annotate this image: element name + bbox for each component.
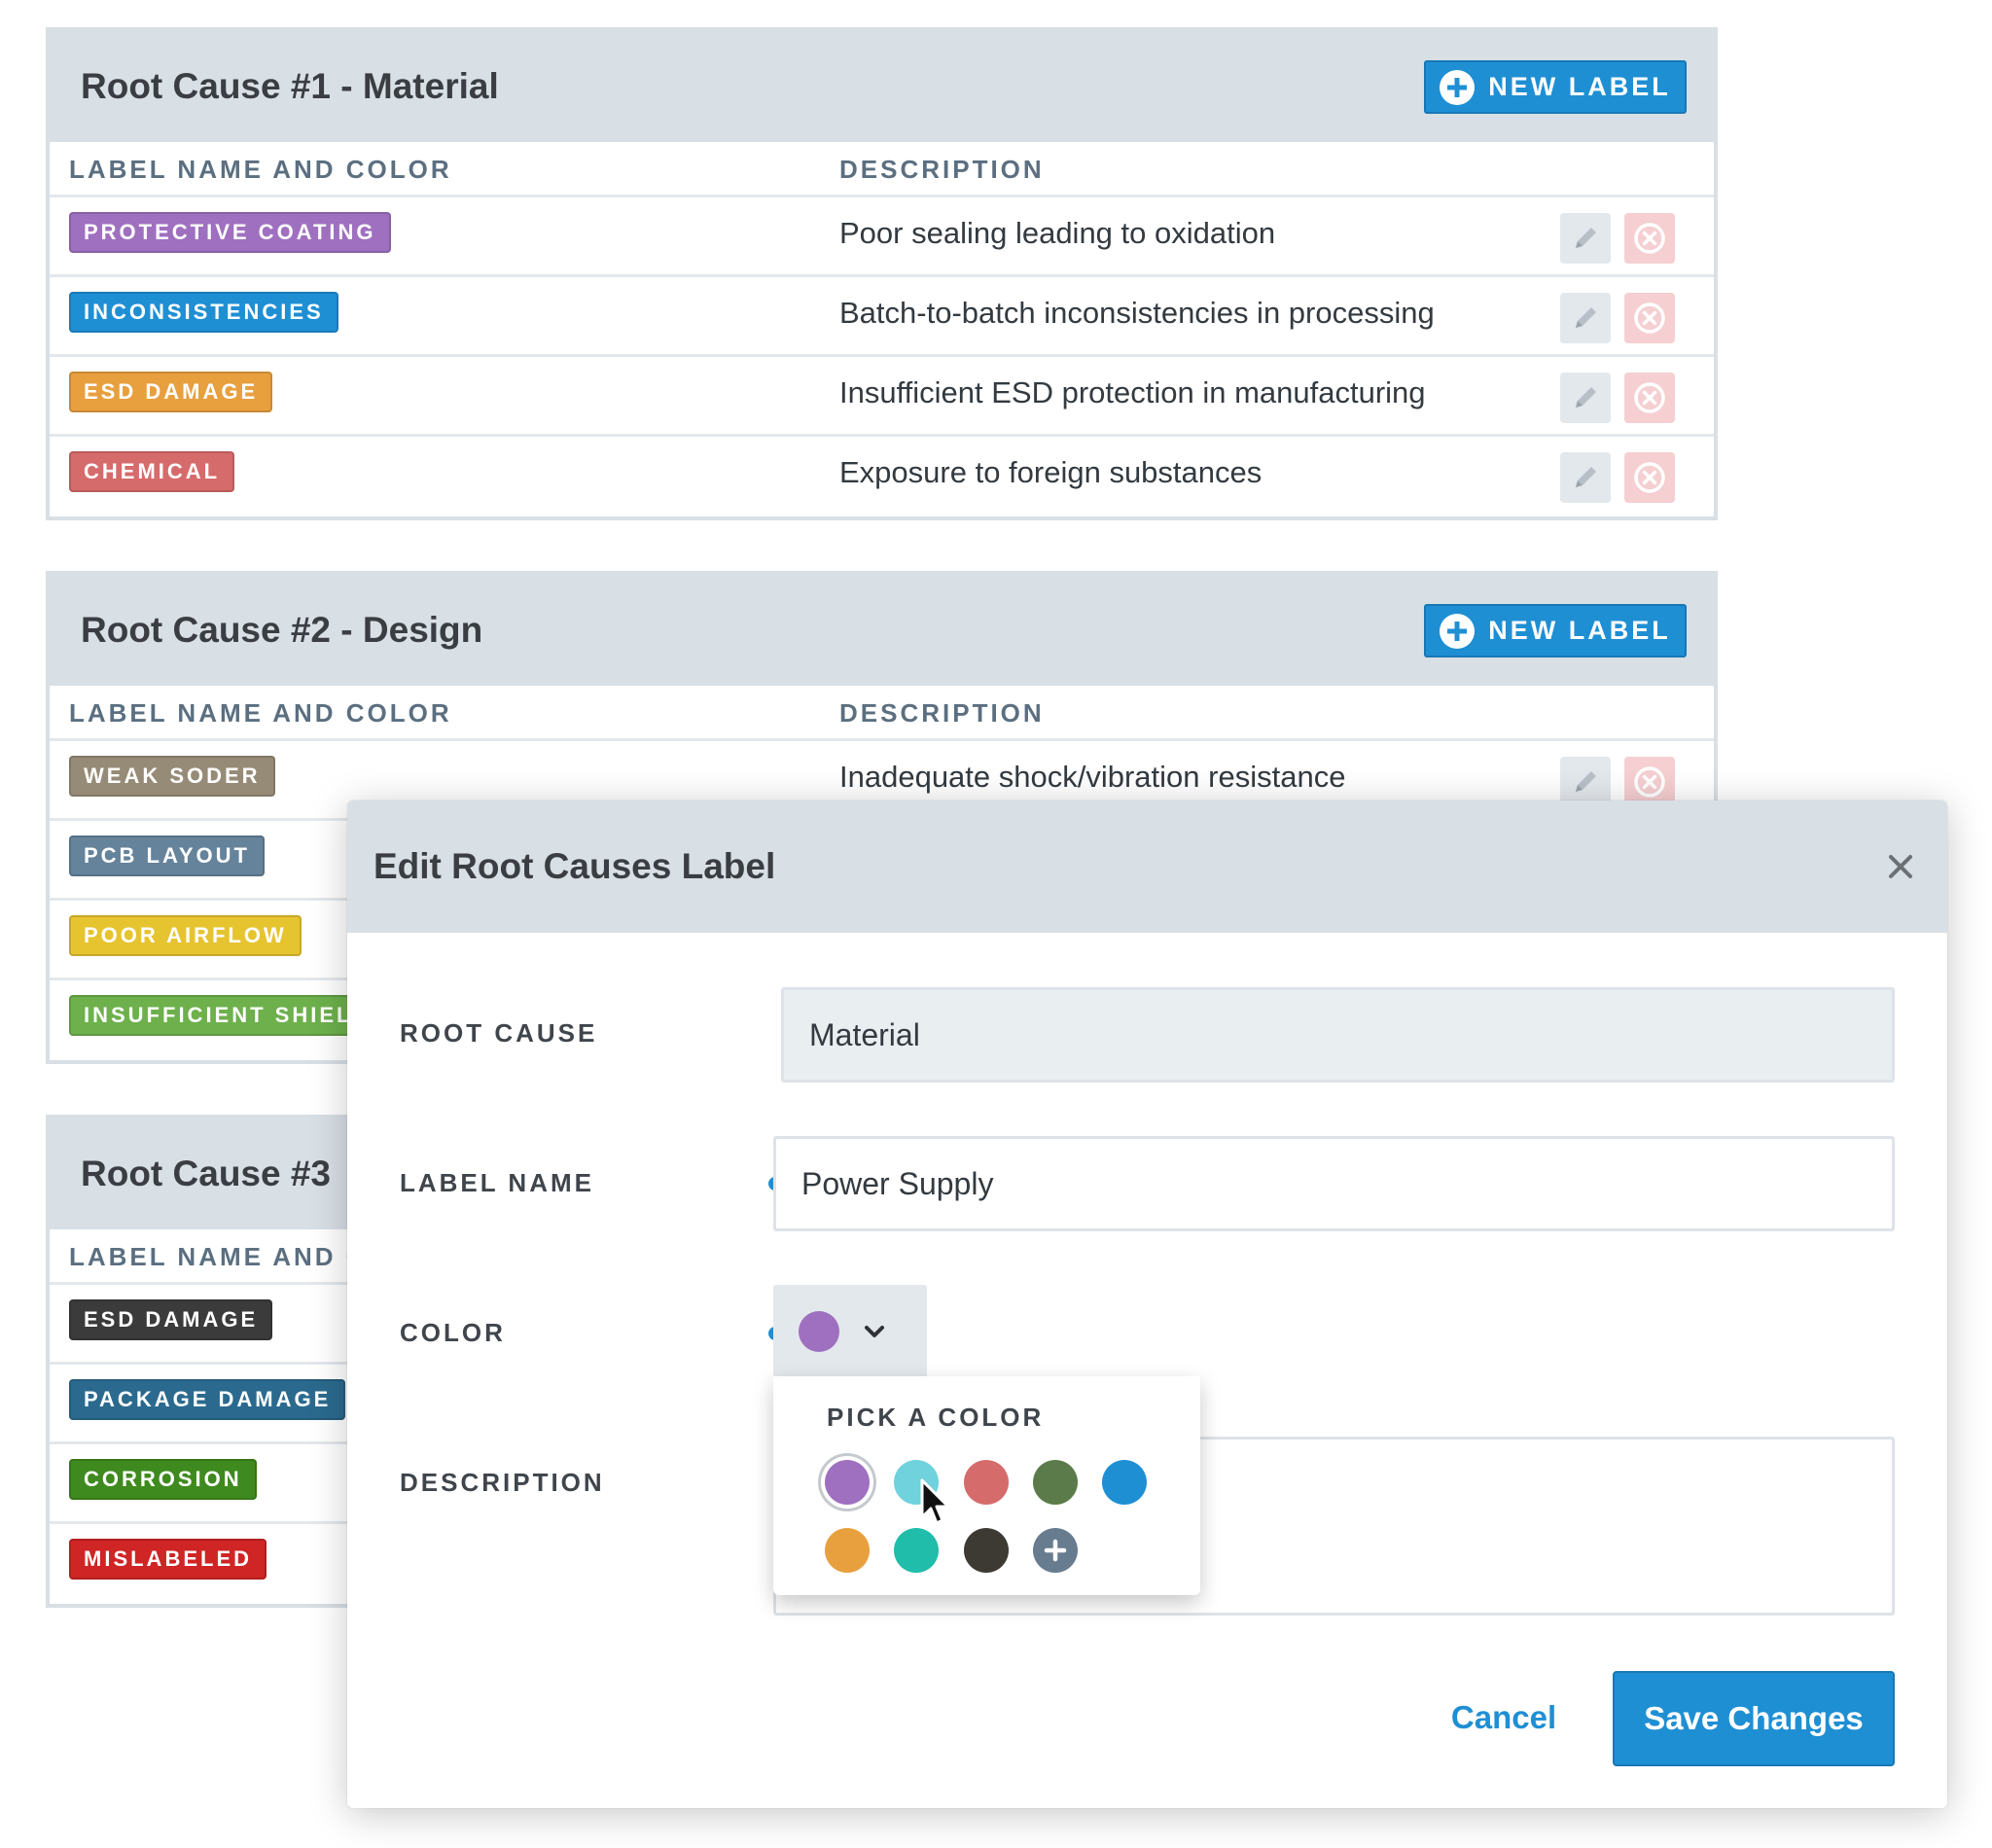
label-chip: ESD DAMAGE xyxy=(69,372,273,412)
pencil-icon[interactable] xyxy=(1560,373,1611,423)
table-row: ESD DAMAGE Insufficient ESD protection in… xyxy=(50,357,1714,437)
color-option[interactable] xyxy=(964,1460,1009,1505)
save-changes-button[interactable]: Save Changes xyxy=(1613,1671,1895,1766)
color-option[interactable] xyxy=(825,1460,870,1505)
label-chip: POOR AIRFLOW xyxy=(69,915,302,956)
mouse-cursor-icon xyxy=(920,1478,950,1525)
label-description: Inadequate shock/vibration resistance xyxy=(839,760,1346,794)
color-option[interactable] xyxy=(1102,1460,1147,1505)
modal-title: Edit Root Causes Label xyxy=(374,846,776,886)
panel-header: Root Cause #1 - Material NEW LABEL xyxy=(50,31,1714,142)
label-description: Insufficient ESD protection in manufactu… xyxy=(839,375,1426,409)
panel-title: Root Cause #1 - Material xyxy=(81,66,499,106)
label-description: Poor sealing leading to oxidation xyxy=(839,216,1276,250)
column-header-label: LABEL NAME AND COLOR xyxy=(69,155,452,184)
plus-circle-icon xyxy=(1440,613,1476,649)
label-chip: INSUFFICIENT SHIEL xyxy=(69,995,368,1036)
new-label-button[interactable]: NEW LABEL xyxy=(1424,604,1687,657)
label-chip: WEAK SODER xyxy=(69,756,275,797)
panel-title: Root Cause #3 xyxy=(81,1154,332,1193)
table-row: INCONSISTENCIES Batch-to-batch inconsiste… xyxy=(50,277,1714,357)
new-label-button-text: NEW LABEL xyxy=(1488,616,1671,645)
close-icon[interactable] xyxy=(1879,845,1922,888)
panel-title: Root Cause #2 - Design xyxy=(81,610,483,650)
root-cause-panel-1: Root Cause #1 - Material NEW LABEL LABEL… xyxy=(46,27,1718,520)
label-chip: MISLABELED xyxy=(69,1539,267,1580)
picker-title: PICK A COLOR xyxy=(827,1403,1045,1432)
label-description: Exposure to foreign substances xyxy=(839,455,1263,489)
cancel-button[interactable]: Cancel xyxy=(1415,1671,1592,1764)
pencil-icon[interactable] xyxy=(1560,757,1611,807)
delete-icon[interactable] xyxy=(1624,293,1675,343)
new-label-button-text: NEW LABEL xyxy=(1488,72,1671,101)
label-name-field-label: LABEL NAME xyxy=(400,1168,594,1197)
panel-header: Root Cause #2 - Design NEW LABEL xyxy=(50,575,1714,686)
column-header-label: LABEL NAME AND COLOR xyxy=(69,698,452,728)
color-select[interactable] xyxy=(773,1285,927,1377)
pencil-icon[interactable] xyxy=(1560,213,1611,264)
root-cause-input[interactable] xyxy=(781,987,1895,1083)
label-name-input[interactable] xyxy=(773,1136,1895,1231)
column-header-description: DESCRIPTION xyxy=(839,155,1045,184)
selected-color-swatch xyxy=(799,1311,839,1352)
color-field-label: COLOR xyxy=(400,1318,506,1347)
color-option[interactable] xyxy=(894,1528,939,1573)
plus-circle-icon xyxy=(1440,69,1476,105)
description-field-label: DESCRIPTION xyxy=(400,1468,605,1497)
add-color-icon[interactable] xyxy=(1033,1528,1078,1573)
label-chip: CHEMICAL xyxy=(69,451,235,492)
table-row: PROTECTIVE COATING Poor sealing leading t… xyxy=(50,197,1714,277)
color-option[interactable] xyxy=(964,1528,1009,1573)
new-label-button[interactable]: NEW LABEL xyxy=(1424,60,1687,114)
table-row: CHEMICAL Exposure to foreign substances xyxy=(50,437,1714,516)
edit-label-modal: Edit Root Causes Label ROOT CAUSE LABEL … xyxy=(347,800,1947,1808)
column-headers: LABEL NAME AND COLOR DESCRIPTION xyxy=(50,142,1714,197)
label-chip: PCB LAYOUT xyxy=(69,835,265,876)
label-chip: INCONSISTENCIES xyxy=(69,292,338,333)
column-header-description: DESCRIPTION xyxy=(839,698,1045,728)
color-option[interactable] xyxy=(825,1528,870,1573)
table-row: MISLABELED xyxy=(50,1524,1714,1604)
pencil-icon[interactable] xyxy=(1560,452,1611,503)
table-row: INSUFFICIENT SHIEL xyxy=(50,980,1714,1060)
label-chip: PROTECTIVE COATING xyxy=(69,212,391,253)
chevron-down-icon xyxy=(865,1326,884,1337)
modal-header: Edit Root Causes Label xyxy=(347,800,1947,933)
label-rows: PROTECTIVE COATING Poor sealing leading t… xyxy=(50,197,1714,516)
pencil-icon[interactable] xyxy=(1560,293,1611,343)
delete-icon[interactable] xyxy=(1624,452,1675,503)
label-chip: ESD DAMAGE xyxy=(69,1299,273,1340)
delete-icon[interactable] xyxy=(1624,373,1675,423)
label-chip: PACKAGE DAMAGE xyxy=(69,1379,346,1420)
column-headers: LABEL NAME AND COLOR DESCRIPTION xyxy=(50,686,1714,741)
root-cause-field-label: ROOT CAUSE xyxy=(400,1018,598,1048)
color-picker-popover: PICK A COLOR xyxy=(773,1376,1200,1595)
label-chip: CORROSION xyxy=(69,1459,257,1500)
delete-icon[interactable] xyxy=(1624,213,1675,264)
delete-icon[interactable] xyxy=(1624,757,1675,807)
label-description: Batch-to-batch inconsistencies in proces… xyxy=(839,296,1435,330)
color-option[interactable] xyxy=(1033,1460,1078,1505)
